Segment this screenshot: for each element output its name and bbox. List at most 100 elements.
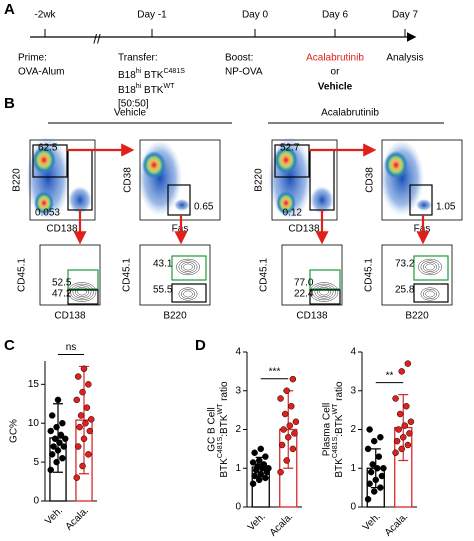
- axis-label: CD138: [46, 224, 78, 235]
- transfer-line: B18hi BTKC481S: [118, 68, 185, 81]
- contour: [178, 287, 198, 301]
- data-point: [370, 437, 378, 445]
- data-point: [54, 396, 62, 404]
- data-point: [292, 418, 300, 425]
- data-point: [56, 439, 63, 446]
- timepoint-label: Day 6: [322, 10, 349, 21]
- contour: [420, 260, 440, 274]
- data-point: [77, 412, 85, 419]
- contour: [418, 258, 442, 276]
- data-point: [281, 410, 289, 418]
- contour: [183, 290, 193, 298]
- gate: [67, 269, 99, 290]
- data-point: [367, 468, 375, 476]
- data-point: [370, 488, 378, 495]
- data-point: [86, 427, 94, 435]
- data-point: [380, 465, 387, 472]
- data-point: [85, 381, 92, 388]
- x-tick-label: Veh.: [361, 511, 383, 533]
- data-point: [74, 443, 82, 450]
- gate-value: 47.2: [52, 289, 72, 300]
- prime-antigen: OVA-Alum: [18, 67, 65, 78]
- contour: [67, 282, 97, 302]
- gate: [171, 283, 207, 303]
- contour: [176, 258, 200, 276]
- data-point: [288, 403, 295, 410]
- significance-label: ns: [66, 342, 77, 353]
- data-point: [79, 388, 86, 396]
- axis-label: B220: [405, 311, 429, 322]
- data-point: [398, 445, 405, 453]
- data-point: [375, 453, 383, 460]
- axis-label: CD138: [54, 311, 86, 322]
- y-tick-label: 15: [28, 379, 40, 390]
- gate-value: 55.5: [153, 285, 173, 296]
- timepoint-label: -2wk: [34, 10, 56, 21]
- data-point: [88, 416, 95, 423]
- data-point: [74, 373, 82, 380]
- y-axis-label: BTKC481S:BTKWT ratio: [217, 381, 230, 478]
- plot-frame: [39, 244, 101, 306]
- axis-label: CD38: [123, 167, 134, 193]
- data-point: [364, 496, 372, 503]
- data-point: [47, 466, 54, 474]
- data-point: [47, 427, 54, 435]
- y-axis-label: BTKC481S:BTKWT ratio: [332, 381, 345, 478]
- density: [174, 199, 190, 211]
- timepoint-label: Day 7: [392, 10, 419, 21]
- group-title: Vehicle: [114, 108, 147, 119]
- density: [276, 191, 296, 215]
- significance-label: ***: [269, 366, 281, 377]
- plot-frame: [381, 244, 453, 306]
- contour: [316, 287, 332, 297]
- data-point: [48, 412, 56, 419]
- axis-label: B220: [12, 168, 23, 192]
- data-point: [73, 474, 80, 481]
- treatment-drug: Acalabrutinib: [306, 53, 364, 64]
- data-point: [60, 443, 68, 450]
- axis-break: //: [93, 31, 101, 46]
- gate-value: 52.5: [52, 278, 72, 289]
- panel-label: D: [195, 337, 206, 354]
- data-point: [62, 435, 69, 443]
- data-point: [403, 403, 410, 410]
- density: [416, 199, 432, 211]
- data-point: [289, 445, 297, 453]
- contour: [425, 263, 435, 271]
- data-point: [251, 449, 258, 456]
- transfer-ratio: [50:50]: [118, 99, 149, 110]
- data-point: [378, 472, 386, 480]
- axis-label: CD138: [288, 224, 320, 235]
- gate-value: 0.65: [194, 202, 214, 213]
- data-point: [51, 435, 59, 443]
- y-tick-label: 0: [33, 496, 39, 507]
- y-tick-label: 4: [350, 347, 356, 358]
- axis-label: B220: [254, 168, 265, 192]
- data-point: [366, 426, 373, 433]
- contour: [422, 262, 438, 272]
- data-point: [283, 387, 290, 394]
- contour: [420, 287, 440, 301]
- data-point: [80, 435, 88, 443]
- gate: [67, 289, 99, 305]
- contour: [422, 289, 438, 299]
- y-tick-label: 3: [235, 385, 241, 396]
- data-point: [76, 423, 83, 431]
- gate: [309, 289, 341, 305]
- y-tick-label: 3: [350, 385, 356, 396]
- data-point: [291, 430, 298, 437]
- data-point: [54, 447, 62, 454]
- axis-label: CD138: [296, 311, 328, 322]
- x-tick-label: Acala.: [64, 505, 91, 532]
- contour: [183, 263, 193, 271]
- density: [274, 146, 298, 174]
- data-point: [400, 434, 407, 441]
- plot-frame: [281, 244, 343, 306]
- data-point: [364, 445, 372, 453]
- x-tick-label: Acala.: [268, 511, 295, 538]
- data-point: [85, 451, 92, 458]
- axis-label: CD45.1: [122, 258, 133, 292]
- contour: [180, 262, 196, 272]
- treatment-vehicle: Vehicle: [318, 82, 353, 93]
- significance-label: **: [386, 370, 394, 381]
